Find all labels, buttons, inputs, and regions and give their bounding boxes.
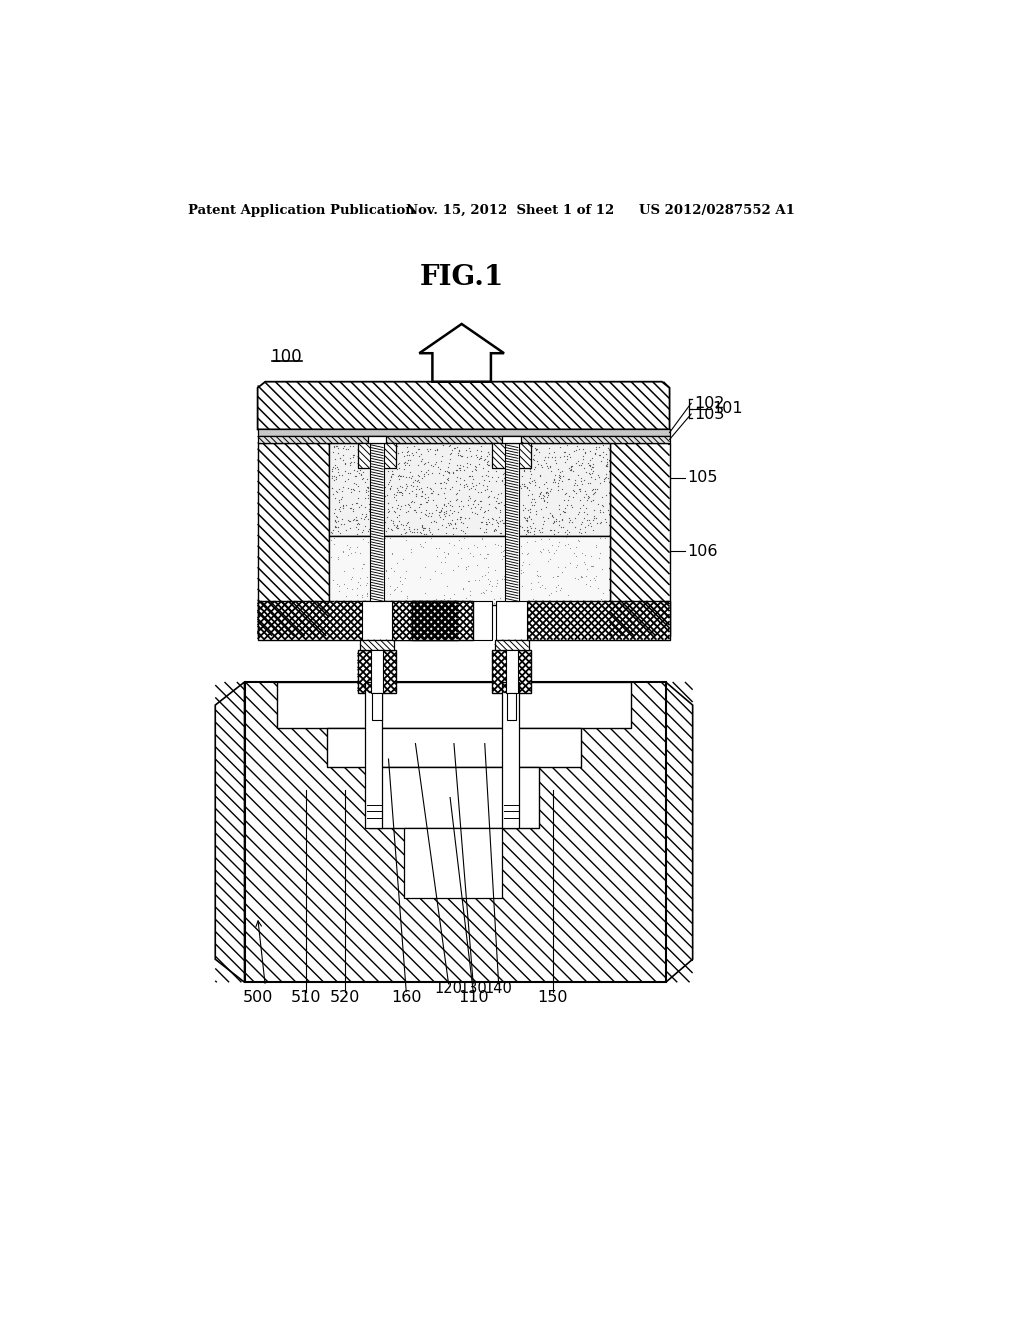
Bar: [357, 651, 396, 693]
Bar: [506, 651, 518, 693]
Text: 100: 100: [270, 348, 302, 366]
Bar: [370, 767, 539, 829]
Text: US 2012/0287552 A1: US 2012/0287552 A1: [639, 205, 795, 218]
Text: 120: 120: [434, 981, 463, 997]
Bar: [360, 640, 394, 651]
Text: 103: 103: [694, 407, 725, 421]
Bar: [258, 429, 670, 437]
Text: 110: 110: [458, 990, 488, 1006]
Bar: [412, 601, 473, 640]
Text: 105: 105: [687, 470, 718, 486]
Bar: [373, 693, 382, 719]
Text: 150: 150: [538, 990, 567, 1006]
Bar: [505, 444, 518, 601]
Bar: [527, 601, 670, 640]
Bar: [361, 601, 392, 640]
Bar: [371, 651, 383, 693]
Text: 500: 500: [243, 990, 272, 1006]
Bar: [330, 444, 609, 536]
Bar: [493, 444, 531, 469]
Bar: [495, 640, 528, 651]
Bar: [609, 444, 670, 636]
Bar: [330, 536, 609, 605]
Polygon shape: [419, 323, 504, 381]
Text: 130: 130: [460, 981, 487, 997]
Bar: [366, 682, 382, 829]
Bar: [392, 601, 493, 640]
Bar: [258, 601, 458, 640]
Bar: [503, 436, 521, 444]
Bar: [370, 444, 384, 601]
Bar: [245, 682, 666, 982]
Polygon shape: [215, 682, 245, 982]
Bar: [327, 729, 581, 767]
Text: 160: 160: [391, 990, 422, 1006]
Text: 106: 106: [687, 544, 718, 558]
Bar: [497, 601, 527, 640]
Bar: [503, 682, 519, 829]
Bar: [368, 436, 386, 444]
Bar: [403, 829, 503, 898]
Text: FIG.1: FIG.1: [420, 264, 504, 292]
Bar: [258, 437, 670, 444]
Text: 140: 140: [484, 981, 513, 997]
Bar: [493, 651, 531, 693]
Bar: [276, 682, 631, 729]
Text: 510: 510: [291, 990, 322, 1006]
Polygon shape: [258, 381, 670, 429]
Bar: [507, 693, 516, 719]
Text: 102: 102: [694, 396, 725, 411]
Text: Patent Application Publication: Patent Application Publication: [188, 205, 415, 218]
Text: Nov. 15, 2012  Sheet 1 of 12: Nov. 15, 2012 Sheet 1 of 12: [407, 205, 614, 218]
Bar: [357, 444, 396, 469]
Bar: [258, 444, 330, 636]
Text: 520: 520: [330, 990, 359, 1006]
Polygon shape: [666, 682, 692, 982]
Text: 101: 101: [713, 401, 743, 416]
